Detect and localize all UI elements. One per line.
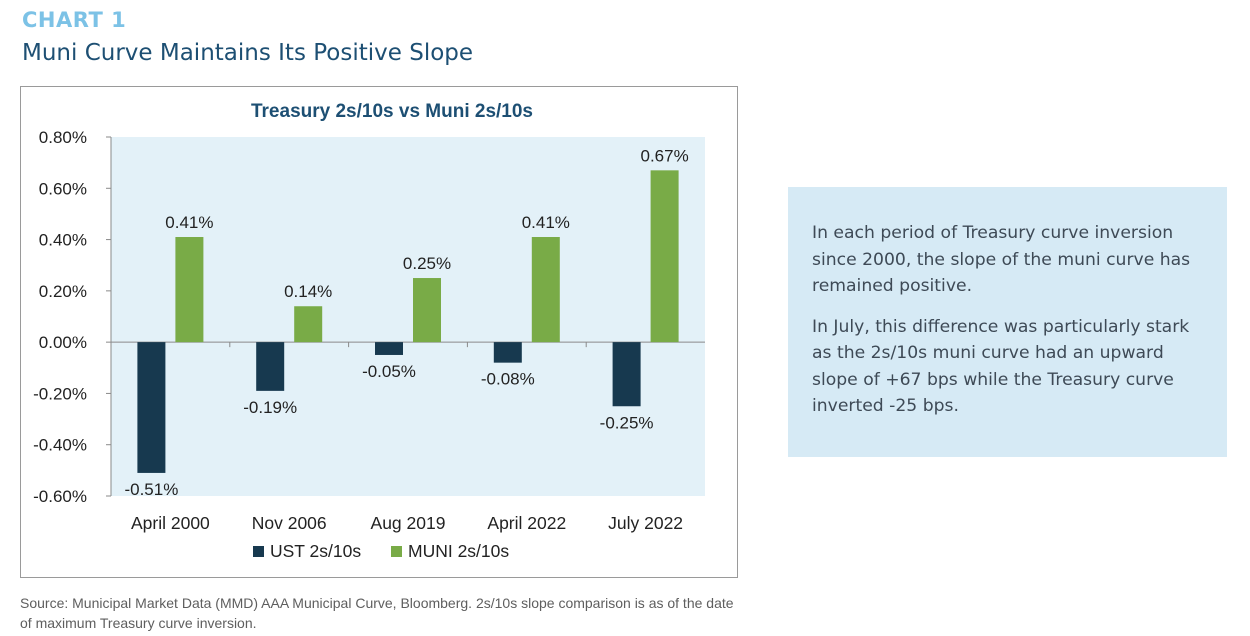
x-category-label: April 2022 — [487, 513, 566, 533]
callout-paragraph-2: In July, this difference was particularl… — [812, 316, 1190, 417]
bar-chart: Treasury 2s/10s vs Muni 2s/10s -0.60%-0.… — [33, 101, 705, 561]
ust-data-label-3: -0.08% — [481, 370, 535, 389]
y-tick-label: 0.60% — [39, 179, 87, 198]
y-tick-label: -0.20% — [33, 384, 87, 403]
bars: -0.51% 0.41% -0.19% 0.14% -0.05% 0.25% -0.08% 0… — [124, 146, 688, 499]
muni-data-label-0: 0.41% — [165, 213, 213, 232]
y-tick-label: -0.60% — [33, 487, 87, 506]
x-category-label: Nov 2006 — [252, 513, 327, 533]
ust-data-label-4: -0.25% — [600, 413, 654, 432]
legend-swatch-1 — [391, 546, 402, 557]
y-tick-label: 0.00% — [39, 333, 87, 352]
ust-bar-4 — [612, 342, 641, 407]
y-tick-label: 0.80% — [39, 128, 87, 147]
legend-label-0: UST 2s/10s — [270, 541, 361, 561]
y-axis: -0.60% -0.40% -0.20% 0.00% 0.20% 0.40% 0.60% 0.… — [33, 128, 705, 506]
x-category-label: April 2000 — [131, 513, 210, 533]
legend: UST 2s/10s MUNI 2s/10s — [253, 541, 509, 561]
chart-frame: Treasury 2s/10s vs Muni 2s/10s -0.60% -0.… — [20, 86, 738, 578]
ust-bar-2 — [375, 342, 403, 355]
legend-label-1: MUNI 2s/10s — [408, 541, 509, 561]
muni-bar-4 — [650, 170, 679, 343]
ust-bar-0 — [137, 342, 166, 473]
ust-data-label-2: -0.05% — [362, 362, 416, 381]
callout-box: In each period of Treasury curve inversi… — [788, 187, 1227, 457]
muni-data-label-4: 0.67% — [640, 146, 688, 165]
ust-data-label-0: -0.51% — [124, 480, 178, 499]
x-category-label: Aug 2019 — [371, 513, 446, 533]
plot-background — [111, 137, 705, 496]
muni-bar-0 — [175, 237, 204, 343]
muni-bar-2 — [413, 278, 441, 343]
y-tick-label: -0.40% — [33, 436, 87, 455]
muni-bar-3 — [531, 237, 560, 343]
x-axis-labels: April 2000 Nov 2006 Aug 2019 April 2022 July… — [131, 513, 683, 533]
source-note: Source: Municipal Market Data (MMD) AAA … — [20, 595, 734, 631]
chart-title: Treasury 2s/10s vs Muni 2s/10s — [251, 101, 533, 122]
muni-bar-1 — [294, 306, 323, 343]
x-category-label: July 2022 — [608, 513, 683, 533]
chart-eyebrow: CHART 1 — [22, 8, 127, 32]
muni-data-label-3: 0.41% — [522, 213, 570, 232]
legend-swatch-0 — [253, 546, 264, 557]
y-tick-label: 0.40% — [39, 231, 87, 250]
ust-bar-1 — [256, 342, 285, 391]
page-title: Muni Curve Maintains Its Positive Slope — [22, 40, 474, 66]
callout-paragraph-1: In each period of Treasury curve inversi… — [812, 223, 1191, 296]
ust-data-label-1: -0.19% — [243, 398, 297, 417]
muni-data-label-2: 0.25% — [403, 254, 451, 273]
ust-bar-3 — [493, 342, 522, 363]
y-tick-label: 0.20% — [39, 282, 87, 301]
muni-data-label-1: 0.14% — [284, 282, 332, 301]
